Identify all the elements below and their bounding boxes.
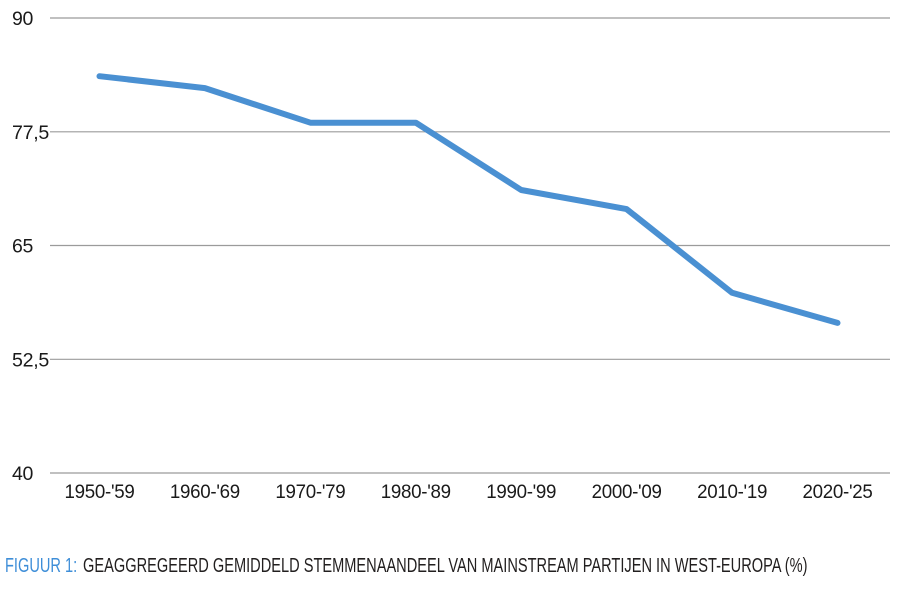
x-axis-tick-label: 1950-'59	[65, 481, 135, 503]
figure-caption-text: GEAGGREGEERD GEMIDDELD STEMMENAANDEEL VA…	[83, 555, 808, 577]
x-axis-tick-label: 1980-'89	[381, 481, 451, 503]
x-axis-tick-label: 1960-'69	[170, 481, 240, 503]
y-axis-tick-label: 40	[12, 463, 34, 485]
chart-svg: 90 77,5 65 52,5 40 1950-'59 1960-'69 1970-'79 19…	[12, 8, 890, 503]
y-axis-tick-label: 90	[12, 8, 34, 30]
x-axis-tick-label: 2010-'19	[697, 481, 767, 503]
x-axis-tick-label: 1990-'99	[486, 481, 556, 503]
data-line	[96, 73, 841, 326]
y-axis-tick-label: 65	[12, 236, 34, 258]
figure-caption-prefix: FIGUUR 1:	[5, 555, 78, 577]
y-axis-tick-label: 77,5	[12, 122, 49, 144]
y-axis-tick-label: 52,5	[12, 349, 49, 371]
x-axis-tick-label: 1970-'79	[275, 481, 345, 503]
figure-caption: FIGUUR 1: GEAGGREGEERD GEMIDDELD STEMMENA…	[5, 554, 807, 578]
x-axis-tick-label: 2020-'25	[803, 481, 873, 503]
line-chart: 90 77,5 65 52,5 40 1950-'59 1960-'69 1970-'79 19…	[12, 8, 890, 503]
x-axis-tick-label: 2000-'09	[592, 481, 662, 503]
